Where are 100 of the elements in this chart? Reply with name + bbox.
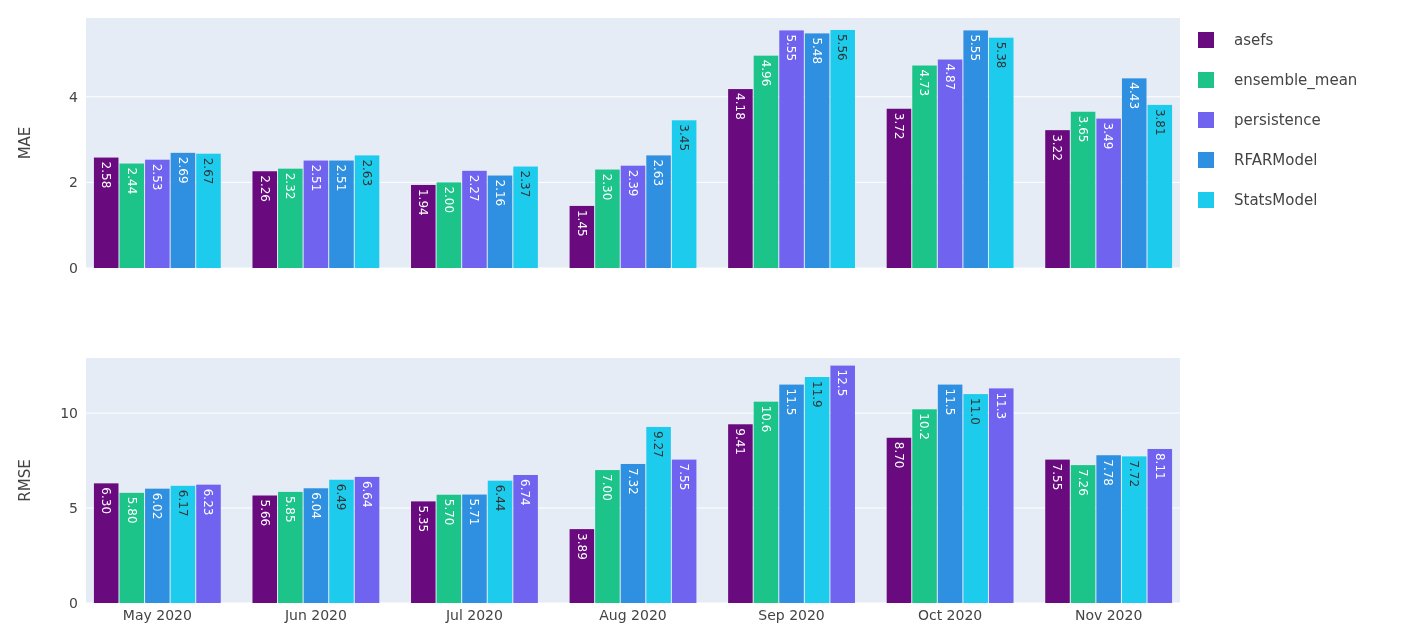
data-label: 3.72 xyxy=(891,112,906,140)
data-label: 2.58 xyxy=(99,161,113,189)
bar xyxy=(988,37,1014,268)
legend-label: asefs xyxy=(1234,31,1274,50)
bar xyxy=(119,163,145,268)
data-label: 2.63 xyxy=(359,159,374,187)
y-tick-label: 5 xyxy=(69,499,78,516)
bar xyxy=(804,33,830,268)
bar xyxy=(595,470,620,603)
data-label: 8.11 xyxy=(1152,452,1167,480)
legend-label: persistence xyxy=(1234,111,1321,130)
bar xyxy=(779,30,804,268)
data-label: 4.43 xyxy=(1127,82,1142,110)
data-label: 9.27 xyxy=(651,430,666,458)
x-tick-label: Aug 2020 xyxy=(599,607,667,623)
data-label: 7.78 xyxy=(1101,459,1116,486)
bar xyxy=(728,424,753,603)
bar xyxy=(753,55,779,268)
data-label: 6.44 xyxy=(492,484,507,512)
bar xyxy=(753,401,779,603)
data-label: 3.49 xyxy=(1101,122,1116,150)
bar xyxy=(1147,448,1173,603)
bar xyxy=(963,30,988,268)
data-label: 2.27 xyxy=(467,174,482,202)
y-tick-label: 10 xyxy=(60,404,78,421)
bar xyxy=(1096,118,1121,268)
data-label: 5.35 xyxy=(416,505,431,533)
data-label: 5.80 xyxy=(124,496,139,524)
data-label: 3.81 xyxy=(1152,108,1167,136)
bar xyxy=(278,491,303,603)
data-label: 5.38 xyxy=(994,41,1009,69)
data-label: 2.30 xyxy=(600,173,615,201)
data-label: 11.5 xyxy=(942,388,957,416)
data-label: 7.32 xyxy=(625,467,640,495)
data-label: 2.16 xyxy=(492,179,507,207)
data-label: 3.89 xyxy=(574,533,589,560)
data-label: 10.2 xyxy=(917,413,932,440)
data-label: 5.66 xyxy=(257,499,272,527)
bar xyxy=(513,166,538,268)
bar xyxy=(487,175,513,268)
bar xyxy=(196,484,221,603)
data-label: 6.17 xyxy=(175,489,190,517)
bar xyxy=(569,205,595,268)
bar xyxy=(119,492,145,603)
data-label: 2.69 xyxy=(175,156,190,184)
bar xyxy=(886,437,912,603)
data-label: 4.87 xyxy=(942,63,957,91)
bar xyxy=(354,476,380,603)
bar xyxy=(779,384,804,603)
data-label: 11.9 xyxy=(809,380,824,408)
bar xyxy=(329,160,354,268)
data-label: 5.55 xyxy=(784,34,799,62)
bar xyxy=(170,152,196,268)
bar xyxy=(1096,455,1121,603)
bar xyxy=(1147,104,1173,268)
x-tick-label: Jun 2020 xyxy=(283,607,347,623)
bar xyxy=(462,494,487,603)
data-label: 2.63 xyxy=(651,159,666,187)
y-axis-title: MAE xyxy=(16,126,34,160)
data-label: 5.85 xyxy=(283,495,298,523)
x-tick-label: Oct 2020 xyxy=(917,607,983,623)
bar xyxy=(804,376,830,603)
bar xyxy=(1045,459,1070,603)
bar xyxy=(303,160,329,268)
data-label: 6.04 xyxy=(308,492,323,520)
data-label: 2.51 xyxy=(334,164,349,192)
bar xyxy=(963,394,988,603)
bar xyxy=(278,168,303,268)
data-label: 2.67 xyxy=(201,157,216,185)
data-label: 3.45 xyxy=(676,124,691,152)
bar xyxy=(1121,456,1147,603)
data-label: 7.26 xyxy=(1075,469,1090,496)
data-label: 11.5 xyxy=(784,388,799,416)
data-label: 6.49 xyxy=(334,483,349,511)
bar xyxy=(145,488,170,603)
bar xyxy=(1045,130,1070,268)
x-tick-label: Jul 2020 xyxy=(444,607,503,623)
data-label: 2.00 xyxy=(441,186,456,214)
bar xyxy=(728,89,753,268)
y-tick-label: 2 xyxy=(69,174,78,191)
bar xyxy=(354,155,380,268)
data-label: 7.55 xyxy=(676,463,691,491)
data-label: 5.56 xyxy=(835,33,850,61)
bar xyxy=(620,165,646,268)
bar xyxy=(487,480,513,603)
y-tick-label: 0 xyxy=(69,259,78,276)
y-axis-title: RMSE xyxy=(16,459,34,502)
data-label: 7.72 xyxy=(1127,460,1142,488)
bar xyxy=(252,171,278,268)
bar xyxy=(569,529,595,603)
legend-label: RFARModel xyxy=(1234,151,1318,170)
bar xyxy=(830,29,855,268)
data-label: 5.48 xyxy=(809,37,824,65)
data-label: 2.26 xyxy=(257,175,272,202)
bar xyxy=(912,409,937,603)
bar xyxy=(436,182,462,268)
bar xyxy=(1121,78,1147,268)
bar xyxy=(436,494,462,603)
data-label: 5.71 xyxy=(467,498,482,526)
bar xyxy=(1070,111,1096,268)
